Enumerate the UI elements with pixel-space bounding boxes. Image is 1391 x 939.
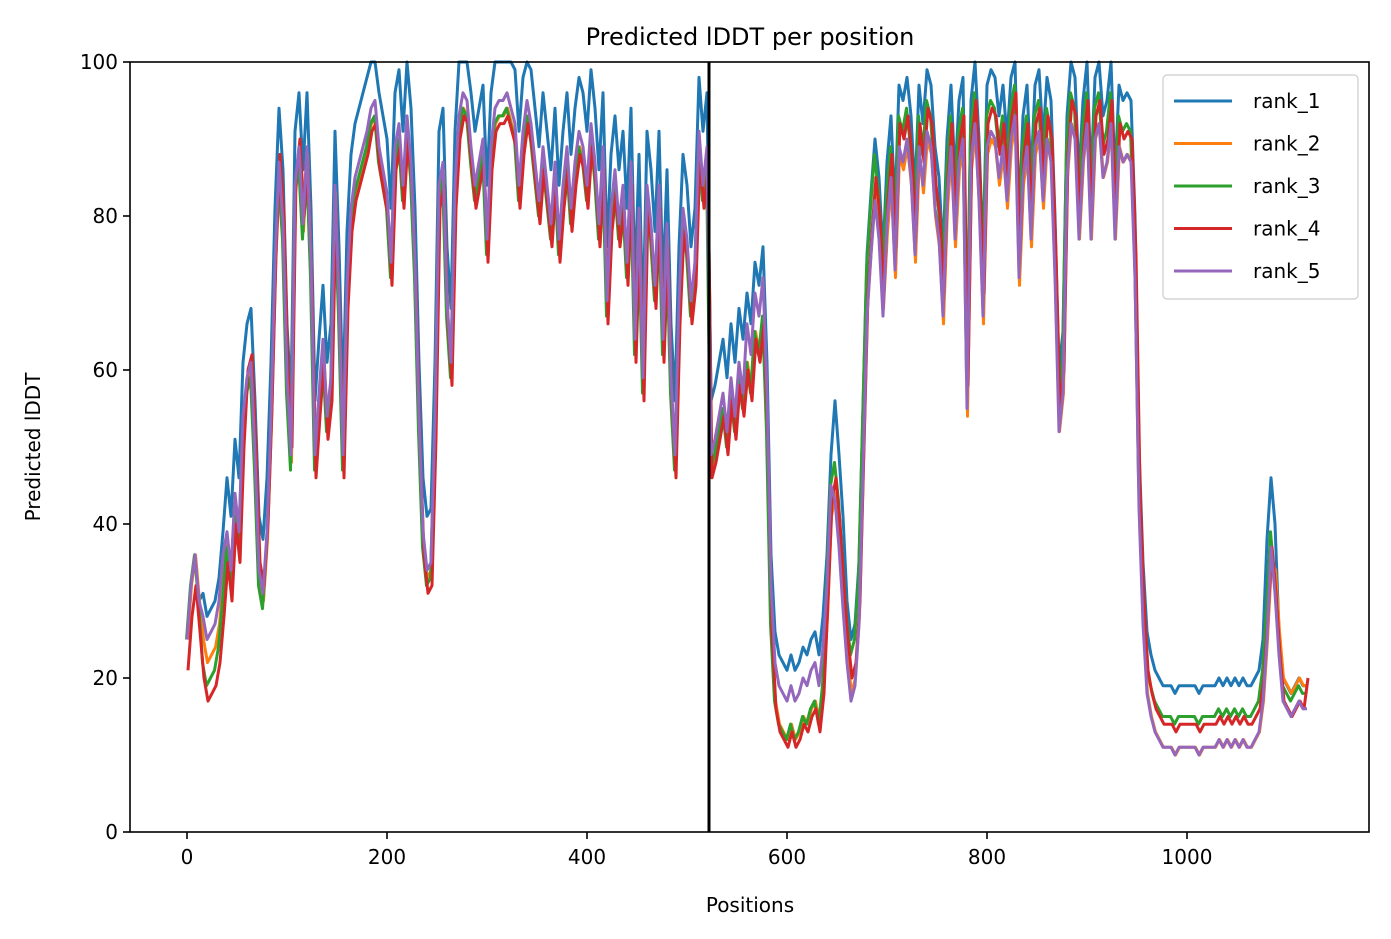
x-tick-label: 0 — [181, 845, 194, 869]
legend-label-rank_4: rank_4 — [1253, 217, 1320, 241]
legend-label-rank_5: rank_5 — [1253, 259, 1320, 283]
x-tick-label: 200 — [368, 845, 406, 869]
x-axis-ticks: 0 200 400 600 800 1000 — [181, 832, 1213, 869]
legend-label-rank_1: rank_1 — [1253, 89, 1320, 113]
x-tick-label: 1000 — [1162, 845, 1213, 869]
y-tick-label: 0 — [105, 820, 118, 844]
series-line-rank_4 — [186, 91, 1310, 749]
y-tick-label: 20 — [93, 666, 118, 690]
series-line-rank_5 — [185, 91, 1307, 757]
legend: rank_1 rank_2 rank_3 rank_4 rank_5 — [1162, 74, 1359, 300]
plot-frame — [129, 61, 1370, 833]
x-axis-label: Positions — [706, 893, 794, 917]
legend-entries: rank_1 rank_2 rank_3 rank_4 rank_5 — [1174, 89, 1320, 283]
x-tick-label: 400 — [568, 845, 606, 869]
y-tick-label: 40 — [93, 512, 118, 536]
legend-box — [1162, 74, 1359, 300]
y-axis-ticks: 0 20 40 60 80 100 — [80, 50, 130, 844]
legend-label-rank_3: rank_3 — [1253, 174, 1320, 198]
y-tick-label: 60 — [93, 358, 118, 382]
y-tick-label: 100 — [80, 50, 118, 74]
x-tick-label: 800 — [968, 845, 1006, 869]
y-tick-label: 80 — [93, 204, 118, 228]
chart-title: Predicted lDDT per position — [586, 23, 915, 51]
legend-label-rank_2: rank_2 — [1253, 132, 1320, 156]
y-axis-label: Predicted lDDT — [21, 372, 45, 522]
series-line-rank_3 — [185, 83, 1307, 742]
x-tick-label: 600 — [768, 845, 806, 869]
